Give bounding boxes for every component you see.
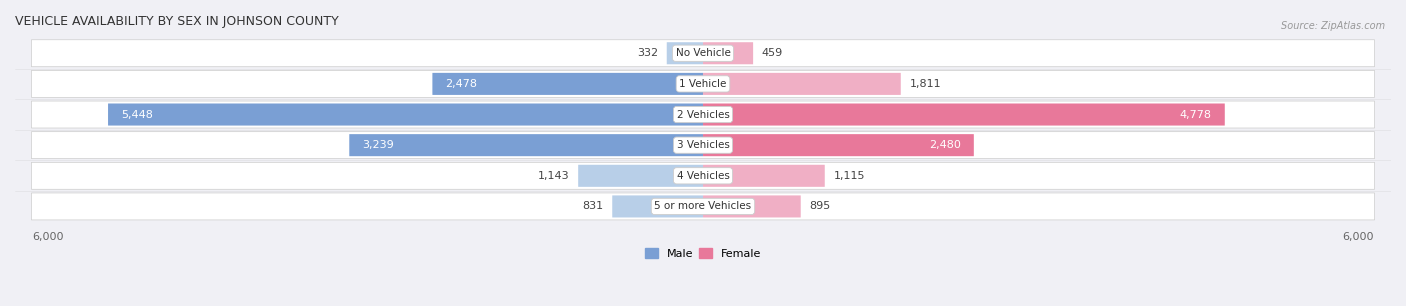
FancyBboxPatch shape [703,42,754,64]
FancyBboxPatch shape [31,101,1375,128]
FancyBboxPatch shape [31,193,1375,220]
FancyBboxPatch shape [666,42,703,64]
Text: VEHICLE AVAILABILITY BY SEX IN JOHNSON COUNTY: VEHICLE AVAILABILITY BY SEX IN JOHNSON C… [15,15,339,28]
FancyBboxPatch shape [612,196,703,218]
Text: 2 Vehicles: 2 Vehicles [676,110,730,120]
FancyBboxPatch shape [349,134,703,156]
Text: No Vehicle: No Vehicle [675,48,731,58]
FancyBboxPatch shape [433,73,703,95]
Text: 1,143: 1,143 [538,171,569,181]
Text: 459: 459 [762,48,783,58]
Legend: Male, Female: Male, Female [640,244,766,263]
FancyBboxPatch shape [31,70,1375,97]
FancyBboxPatch shape [108,103,703,125]
Text: 5,448: 5,448 [121,110,153,120]
FancyBboxPatch shape [703,196,801,218]
FancyBboxPatch shape [703,134,974,156]
Text: 1,115: 1,115 [834,171,865,181]
Text: 332: 332 [637,48,658,58]
FancyBboxPatch shape [31,162,1375,189]
FancyBboxPatch shape [31,132,1375,159]
Text: 831: 831 [582,201,603,211]
Text: 4 Vehicles: 4 Vehicles [676,171,730,181]
Text: 3 Vehicles: 3 Vehicles [676,140,730,150]
Text: 3,239: 3,239 [363,140,394,150]
Text: 2,478: 2,478 [446,79,478,89]
Text: Source: ZipAtlas.com: Source: ZipAtlas.com [1281,21,1385,32]
FancyBboxPatch shape [31,40,1375,67]
FancyBboxPatch shape [703,165,825,187]
Text: 5 or more Vehicles: 5 or more Vehicles [654,201,752,211]
FancyBboxPatch shape [703,73,901,95]
FancyBboxPatch shape [578,165,703,187]
Text: 895: 895 [810,201,831,211]
FancyBboxPatch shape [703,103,1225,125]
Text: 2,480: 2,480 [929,140,960,150]
Text: 1 Vehicle: 1 Vehicle [679,79,727,89]
Text: 4,778: 4,778 [1180,110,1212,120]
Text: 1,811: 1,811 [910,79,941,89]
